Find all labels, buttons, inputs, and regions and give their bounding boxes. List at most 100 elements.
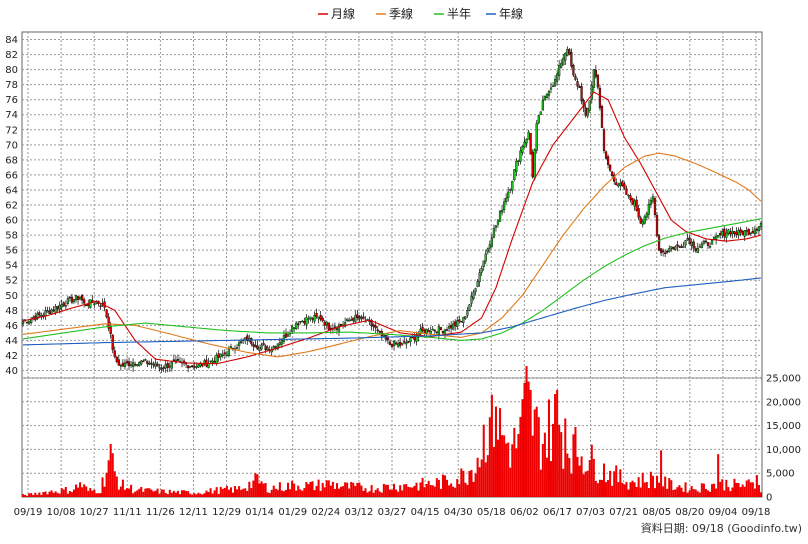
- volume-bar: [144, 488, 147, 497]
- volume-bar: [105, 472, 108, 497]
- volume-bar: [284, 489, 288, 497]
- volume-bar: [401, 490, 404, 497]
- x-tick-label: 09/18: [742, 507, 771, 518]
- candle-up: [317, 316, 320, 319]
- volume-bar: [123, 489, 126, 497]
- volume-bar: [325, 480, 328, 497]
- candle-up: [541, 100, 544, 111]
- legend-item: 季線: [376, 6, 413, 21]
- candle-up: [36, 313, 39, 320]
- candle-down: [121, 362, 125, 367]
- volume-bar: [103, 486, 106, 497]
- volume-bar: [749, 482, 752, 497]
- x-tick-label: 09/19: [14, 507, 43, 518]
- x-tick-label: 12/29: [212, 507, 241, 518]
- x-tick-label: 09/04: [708, 507, 737, 518]
- candle-up: [235, 347, 239, 349]
- candle-up: [715, 236, 718, 240]
- volume-bar: [462, 470, 465, 497]
- volume-bar: [46, 494, 49, 497]
- candle-up: [64, 305, 67, 307]
- candle-up: [409, 337, 412, 343]
- candle-down: [439, 327, 443, 330]
- candle-down: [358, 315, 361, 320]
- volume-bar: [187, 491, 190, 497]
- candle-up: [702, 240, 706, 244]
- candle-down: [460, 321, 463, 323]
- volume-bar: [130, 484, 133, 497]
- candle-down: [739, 229, 742, 233]
- volume-bar: [582, 474, 585, 497]
- candle-down: [458, 319, 461, 322]
- candle-down: [445, 329, 449, 331]
- volume-bar: [727, 487, 730, 497]
- candle-down: [576, 81, 579, 87]
- volume-bar: [293, 483, 296, 497]
- volume-bar: [38, 492, 41, 497]
- volume-bar: [611, 485, 614, 497]
- volume-bar: [484, 462, 487, 497]
- volume-bar: [183, 490, 186, 497]
- volume-bar: [549, 461, 553, 497]
- volume-bar: [113, 471, 116, 497]
- volume-bar: [207, 492, 210, 497]
- volume-bar: [297, 485, 300, 497]
- volume-bar: [723, 490, 726, 497]
- volume-bar: [662, 486, 665, 497]
- candle-down: [631, 198, 634, 205]
- volume-bar: [195, 494, 198, 497]
- candle-down: [407, 341, 410, 343]
- volume-bar: [395, 489, 398, 497]
- volume-bar: [340, 486, 343, 497]
- candle-up: [558, 65, 561, 76]
- candle-down: [584, 107, 587, 116]
- volume-bar: [260, 481, 263, 497]
- volume-bar: [639, 487, 642, 497]
- volume-tick-label: 5,000: [766, 469, 795, 480]
- candle-down: [264, 345, 267, 351]
- x-tick-label: 10/08: [47, 507, 76, 518]
- candle-up: [474, 288, 477, 292]
- volume-bar: [156, 488, 159, 497]
- legend-label: 年線: [499, 6, 523, 21]
- price-tick-label: 76: [5, 95, 18, 106]
- candle-down: [156, 363, 159, 367]
- candle-up: [154, 362, 157, 367]
- volume-bar: [75, 484, 78, 497]
- candle-down: [433, 329, 436, 332]
- volume-bar: [211, 493, 214, 497]
- volume-bar: [321, 482, 324, 497]
- volume-bar: [62, 489, 65, 497]
- volume-bar: [609, 470, 612, 497]
- candle-up: [468, 304, 471, 311]
- candle-up: [462, 316, 465, 323]
- candle-down: [706, 242, 710, 246]
- volume-bar: [623, 484, 626, 497]
- candle-down: [105, 309, 108, 318]
- candle-down: [390, 343, 394, 348]
- volume-bar: [503, 435, 506, 497]
- volume-bar: [594, 480, 597, 497]
- volume-bar: [390, 489, 394, 497]
- candle-down: [62, 302, 65, 306]
- volume-bar: [588, 460, 591, 497]
- x-tick-label: 06/02: [510, 507, 539, 518]
- candle-up: [494, 225, 498, 228]
- candle-up: [519, 150, 522, 162]
- candle-up: [492, 228, 496, 238]
- candle-up: [21, 321, 25, 325]
- volume-bar: [181, 490, 184, 497]
- volume-bar: [72, 489, 76, 497]
- candle-down: [217, 353, 220, 358]
- candle-up: [382, 334, 385, 337]
- price-tick-label: 78: [5, 80, 18, 91]
- volume-bar: [649, 471, 652, 497]
- candle-down: [688, 237, 691, 245]
- volume-bar: [158, 493, 161, 497]
- candle-up: [712, 237, 716, 240]
- candle-down: [733, 231, 736, 234]
- volume-bar: [584, 471, 587, 497]
- candle-up: [647, 204, 650, 215]
- candle-down: [666, 251, 669, 253]
- candle-up: [674, 246, 677, 251]
